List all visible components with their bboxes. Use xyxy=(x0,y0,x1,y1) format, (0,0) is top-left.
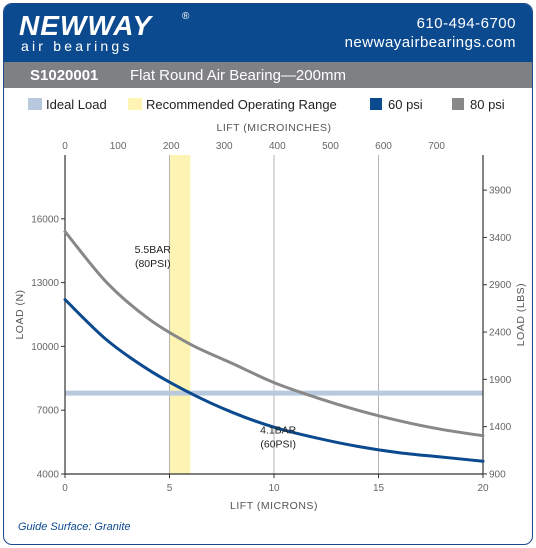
y-tick-label: 4000 xyxy=(37,470,60,481)
chart-card: NEWWAY ® air bearings 610-494-6700 newwa… xyxy=(3,3,533,545)
legend-label: Ideal Load xyxy=(46,97,107,112)
y-tick-label: 13000 xyxy=(31,278,59,289)
y2-tick-label: 2900 xyxy=(489,280,512,291)
y-axis-title: LOAD (N) xyxy=(14,289,26,339)
y2-axis-title: LOAD (LBS) xyxy=(515,283,527,346)
series-line-80psi xyxy=(63,230,485,438)
x-tick-label: 5 xyxy=(167,483,173,494)
curve-label-80psi: 5.5BAR xyxy=(135,244,172,256)
y-tick-label: 7000 xyxy=(37,406,60,417)
x2-tick-label: 300 xyxy=(216,141,233,152)
x2-tick-label: 600 xyxy=(375,141,392,152)
legend-swatch xyxy=(452,98,464,110)
y2-tick-label: 3400 xyxy=(489,233,512,244)
header: NEWWAY ® air bearings 610-494-6700 newwa… xyxy=(4,4,532,62)
website-link[interactable]: newwayairbearings.com xyxy=(344,34,516,51)
curve-label-60psi: 4.1BAR xyxy=(260,425,297,437)
x2-axis-title: LIFT (MICROINCHES) xyxy=(217,122,332,134)
product-title: Flat Round Air Bearing—200mm xyxy=(130,67,346,84)
load-vs-lift-chart: 0 5 10 15 20 LIFT (MICRONS) 0 100 200 300 400 500 60… xyxy=(14,122,527,512)
y2-tick-label: 1900 xyxy=(489,375,512,386)
legend-swatch xyxy=(28,98,42,110)
y2-tick-label: 2400 xyxy=(489,328,512,339)
x-tick-label: 15 xyxy=(373,483,385,494)
y-tick-label: 10000 xyxy=(31,342,59,353)
curve-label-80psi-psi: (80PSI) xyxy=(135,258,171,270)
y2-tick-label: 900 xyxy=(489,469,506,480)
registered-mark: ® xyxy=(182,11,190,22)
y-tick-label: 16000 xyxy=(31,214,59,225)
x2-tick-label: 400 xyxy=(269,141,286,152)
x2-tick-label: 700 xyxy=(428,141,445,152)
recommended-range-band xyxy=(169,155,191,474)
x-tick-label: 0 xyxy=(62,483,68,494)
legend-label: 60 psi xyxy=(388,97,423,112)
x-axis-title: LIFT (MICRONS) xyxy=(230,500,318,512)
x2-tick-label: 500 xyxy=(322,141,339,152)
brand-logo: NEWWAY xyxy=(19,10,153,41)
phone-number: 610-494-6700 xyxy=(416,15,516,32)
legend-swatch xyxy=(370,98,382,110)
x2-tick-label: 100 xyxy=(110,141,127,152)
x2-tick-label: 0 xyxy=(62,141,68,152)
model-number: S1020001 xyxy=(30,67,99,84)
series-line-60psi xyxy=(63,298,485,463)
x-tick-label: 10 xyxy=(268,483,280,494)
chart-legend: Ideal Load Recommended Operating Range 6… xyxy=(4,92,532,116)
x-tick-label: 20 xyxy=(477,483,489,494)
brand-tagline: air bearings xyxy=(21,38,133,54)
legend-label: Recommended Operating Range xyxy=(146,97,337,112)
guide-surface-note: Guide Surface: Granite xyxy=(18,521,131,533)
legend-label: 80 psi xyxy=(470,97,505,112)
y2-tick-label: 3900 xyxy=(489,186,512,197)
curve-label-60psi-psi: (60PSI) xyxy=(260,439,296,451)
y2-tick-label: 1400 xyxy=(489,422,512,433)
x2-tick-label: 200 xyxy=(163,141,180,152)
title-bar: S1020001 Flat Round Air Bearing—200mm xyxy=(4,62,532,88)
legend-swatch xyxy=(128,98,142,110)
